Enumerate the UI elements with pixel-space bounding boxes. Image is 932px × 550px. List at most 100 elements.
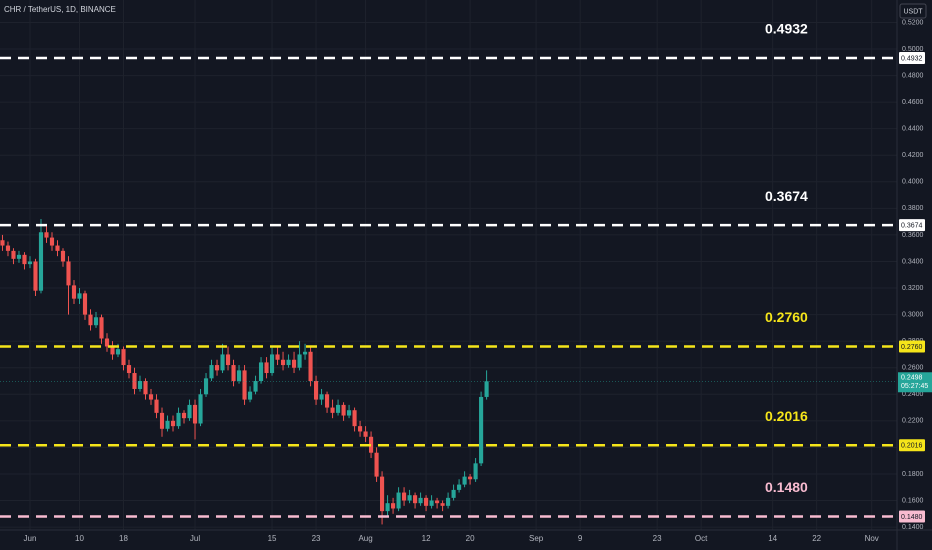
candle-body: [220, 354, 225, 371]
candle-body: [88, 314, 93, 326]
candle-body: [60, 250, 66, 262]
candle-body: [280, 359, 286, 366]
candle-body: [380, 476, 385, 512]
x-tick-label: 18: [119, 534, 128, 543]
candle-body: [313, 380, 319, 400]
candle-body: [77, 293, 82, 299]
y-tick-label: 0.3600: [902, 232, 924, 239]
currency-box[interactable]: [899, 3, 927, 19]
x-tick-label: Nov: [865, 534, 879, 543]
level-price-box: [899, 510, 925, 523]
x-tick-label: 20: [466, 534, 475, 543]
candle-body: [385, 503, 390, 512]
y-tick-label: 0.4800: [902, 72, 924, 79]
candle-body: [16, 254, 22, 259]
candle-body: [209, 365, 214, 379]
candle-body: [55, 245, 60, 251]
y-tick-label: 0.3400: [902, 258, 924, 265]
y-tick-label: 0.4200: [902, 152, 924, 159]
candle-body: [363, 431, 368, 437]
y-tick-label: 0.3800: [902, 205, 924, 212]
candle-body: [391, 503, 396, 509]
candle-body: [484, 381, 489, 397]
candle-body: [110, 346, 115, 355]
candle-body: [49, 237, 55, 246]
last-price-box: [898, 372, 932, 393]
x-tick-label: 9: [578, 534, 583, 543]
level-price: 0.1480: [901, 514, 923, 521]
x-tick-label: 10: [75, 534, 84, 543]
candle-body: [291, 359, 297, 368]
candle-body: [38, 232, 44, 291]
candle-body: [154, 399, 159, 413]
level-label: 0.3674: [765, 188, 808, 204]
y-tick-label: 0.1400: [902, 524, 924, 531]
candle-body: [71, 285, 77, 299]
candle-body: [0, 240, 5, 246]
candle-body: [22, 254, 27, 265]
candle-body: [247, 391, 253, 400]
candle-body: [159, 412, 165, 429]
y-tick-label: 0.4000: [902, 179, 924, 186]
candle-body: [473, 463, 478, 480]
x-tick-label: Sep: [529, 534, 544, 543]
x-tick-label: 15: [268, 534, 277, 543]
y-tick-label: 0.4600: [902, 99, 924, 106]
candle-body: [302, 351, 308, 355]
candle-body: [231, 365, 236, 381]
candle-body: [324, 394, 330, 408]
y-tick-label: 0.2600: [902, 365, 924, 372]
level-price-box: [899, 219, 925, 232]
candle-body: [413, 495, 418, 504]
x-tick-label: 23: [653, 534, 662, 543]
symbol-title: CHR / TetherUS, 1D, BINANCE: [4, 5, 116, 14]
candle-body: [457, 484, 462, 490]
candle-body: [143, 380, 148, 395]
candle-body: [358, 426, 363, 432]
candle-body: [286, 359, 291, 366]
candle-body: [446, 497, 451, 506]
level-label: 0.4932: [765, 21, 808, 37]
y-tick-label: 0.2200: [902, 418, 924, 425]
candle-body: [407, 495, 412, 501]
x-tick-label: 12: [422, 534, 431, 543]
candle-body: [82, 293, 88, 315]
last-price: 0.2498: [901, 375, 923, 382]
candle-body: [198, 394, 203, 424]
y-tick-label: 0.2400: [902, 391, 924, 398]
x-tick-label: 23: [312, 534, 321, 543]
candle-body: [5, 245, 11, 251]
candle-body: [170, 420, 176, 427]
countdown: 05:27:45: [901, 383, 928, 390]
candle-body: [330, 407, 335, 413]
candle-body: [165, 420, 170, 429]
level-label: 0.2760: [765, 309, 808, 325]
candle-body: [137, 380, 143, 389]
candle-body: [424, 497, 429, 506]
y-tick-label: 0.1800: [902, 471, 924, 478]
candle-body: [269, 354, 275, 374]
candle-body: [187, 404, 192, 419]
candle-body: [253, 380, 258, 392]
candle-body: [440, 503, 445, 506]
candle-body: [66, 261, 71, 286]
candle-body: [264, 362, 269, 374]
candle-body: [176, 412, 181, 427]
y-tick-label: 0.5200: [902, 19, 924, 26]
x-tick-label: Aug: [358, 534, 372, 543]
candle-body: [297, 354, 302, 368]
level-label: 0.2016: [765, 408, 808, 424]
candle-body: [402, 492, 407, 501]
candle-body: [225, 354, 231, 366]
y-tick-label: 0.4400: [902, 126, 924, 133]
currency[interactable]: USDT: [903, 8, 923, 15]
candle-body: [121, 349, 126, 366]
candle-body: [352, 410, 357, 427]
candle-body: [33, 261, 38, 291]
candle-body: [126, 365, 132, 374]
x-tick-label: 22: [812, 534, 821, 543]
candle-body: [435, 500, 440, 504]
candle-body: [148, 394, 154, 400]
x-tick-label: Jul: [190, 534, 200, 543]
